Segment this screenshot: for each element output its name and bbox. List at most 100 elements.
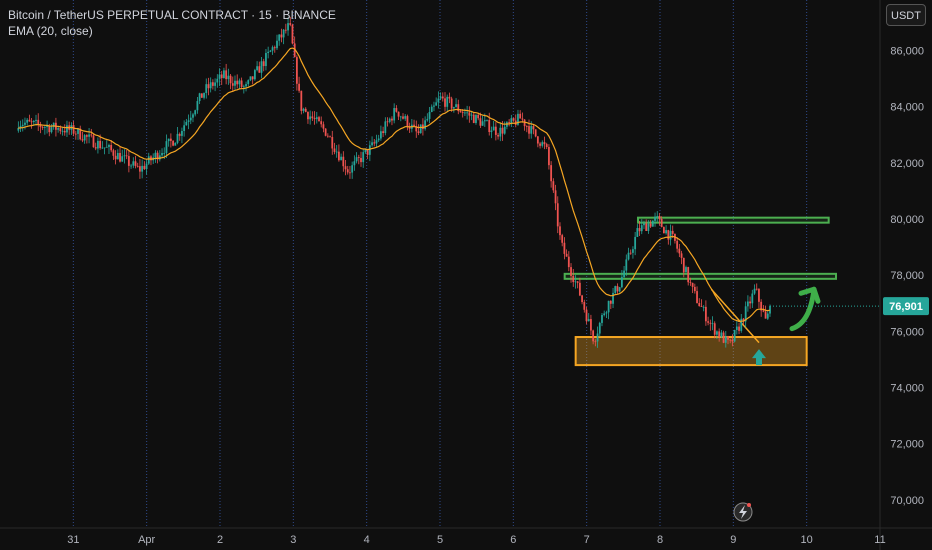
candle-body xyxy=(103,147,106,149)
candle-body xyxy=(477,114,480,119)
candle-body xyxy=(607,300,610,313)
x-tick-label: Apr xyxy=(138,534,155,546)
candle-body xyxy=(302,108,305,111)
candle-body xyxy=(740,318,743,331)
candle-body xyxy=(300,90,303,111)
candle-body xyxy=(733,329,736,342)
candle-body xyxy=(141,165,144,172)
arrow-drawings[interactable] xyxy=(752,286,821,366)
candle-body xyxy=(718,331,721,338)
candle-body xyxy=(262,61,265,67)
candle-body xyxy=(187,120,190,122)
candle-body xyxy=(362,152,365,163)
candle-body xyxy=(746,301,749,307)
candle-body xyxy=(50,127,53,133)
candle-body xyxy=(629,252,632,254)
replay-icon[interactable] xyxy=(733,502,753,522)
candle-body xyxy=(406,116,409,128)
candle-body xyxy=(481,121,484,126)
candle-body xyxy=(88,134,90,137)
candle-body xyxy=(214,82,216,86)
candle-body xyxy=(273,47,276,49)
candle-body xyxy=(19,125,22,129)
candle-body xyxy=(556,203,559,227)
candle-body xyxy=(366,149,369,155)
candle-body xyxy=(632,249,634,253)
candle-body xyxy=(391,118,393,121)
up-arrow-icon[interactable] xyxy=(752,349,766,366)
candle-body xyxy=(92,135,95,148)
indicator-label[interactable]: EMA (20, close) xyxy=(8,24,93,38)
candle-body xyxy=(417,131,420,134)
candle-body xyxy=(503,126,506,134)
candle-body xyxy=(189,117,192,121)
candle-body xyxy=(26,119,29,123)
candle-body xyxy=(488,119,491,133)
candle-body xyxy=(700,306,703,307)
candle-body xyxy=(253,70,256,80)
candle-body xyxy=(340,156,343,161)
time-axis[interactable]: 31 Apr 2 3 4 5 6 7 8 9 10 11 xyxy=(0,527,932,546)
candle-body xyxy=(298,83,301,91)
candle-body xyxy=(647,223,650,232)
candle-body xyxy=(220,74,223,79)
candle-body xyxy=(426,118,429,121)
candle-body xyxy=(384,121,387,133)
candle-body xyxy=(110,144,113,151)
candle-body xyxy=(716,331,718,335)
candle-body xyxy=(295,57,298,84)
candle-body xyxy=(134,161,137,166)
candle-body xyxy=(52,122,55,128)
symbol-title[interactable]: Bitcoin / TetherUS PERPETUAL CONTRACT · … xyxy=(8,8,336,22)
candle-body xyxy=(251,76,254,80)
candle-body xyxy=(205,84,208,93)
candle-body xyxy=(536,136,539,144)
candle-body xyxy=(161,153,163,156)
candle-body xyxy=(499,127,502,137)
candle-body xyxy=(32,120,35,123)
candle-body xyxy=(596,333,599,342)
candle-body xyxy=(185,121,188,126)
candle-body xyxy=(468,112,471,116)
candle-body xyxy=(287,23,289,31)
candle-body xyxy=(501,127,504,134)
candle-body xyxy=(766,313,769,319)
candle-body xyxy=(760,301,763,311)
candle-body xyxy=(563,242,566,254)
ema-line xyxy=(18,47,771,323)
candle-body xyxy=(764,311,767,319)
candle-body xyxy=(158,155,161,160)
candle-body xyxy=(665,230,667,234)
candle-body xyxy=(229,75,232,84)
candle-body xyxy=(139,166,141,172)
drawings[interactable] xyxy=(563,216,838,367)
candle-body xyxy=(517,113,519,125)
trend-line[interactable] xyxy=(710,288,760,344)
x-tick-label: 31 xyxy=(67,534,79,546)
candle-body xyxy=(30,121,33,123)
candle-body xyxy=(77,128,79,134)
candle-body xyxy=(119,152,121,162)
candle-body xyxy=(200,93,203,98)
candle-body xyxy=(689,282,692,284)
resistance-2-zone[interactable] xyxy=(563,272,838,280)
candle-body xyxy=(258,66,261,73)
candle-body xyxy=(127,156,130,166)
bounce-arrowhead xyxy=(798,286,821,304)
y-tick-label: 74,000 xyxy=(890,383,924,395)
candle-body xyxy=(448,96,451,99)
candle-body xyxy=(552,181,555,191)
support-zone[interactable] xyxy=(574,336,808,367)
candle-body xyxy=(627,252,630,260)
candle-body xyxy=(461,112,464,114)
resistance-1-zone[interactable] xyxy=(637,216,830,224)
candle-body xyxy=(125,155,128,157)
price-axis[interactable]: 70,000 72,000 74,000 76,000 78,000 80,000 82,0… xyxy=(879,0,924,550)
candle-body xyxy=(333,148,336,152)
candle-body xyxy=(645,223,648,232)
candle-body xyxy=(136,165,139,167)
candle-body xyxy=(578,282,581,296)
currency-button[interactable]: USDT xyxy=(886,4,926,26)
candle-body xyxy=(399,116,402,118)
